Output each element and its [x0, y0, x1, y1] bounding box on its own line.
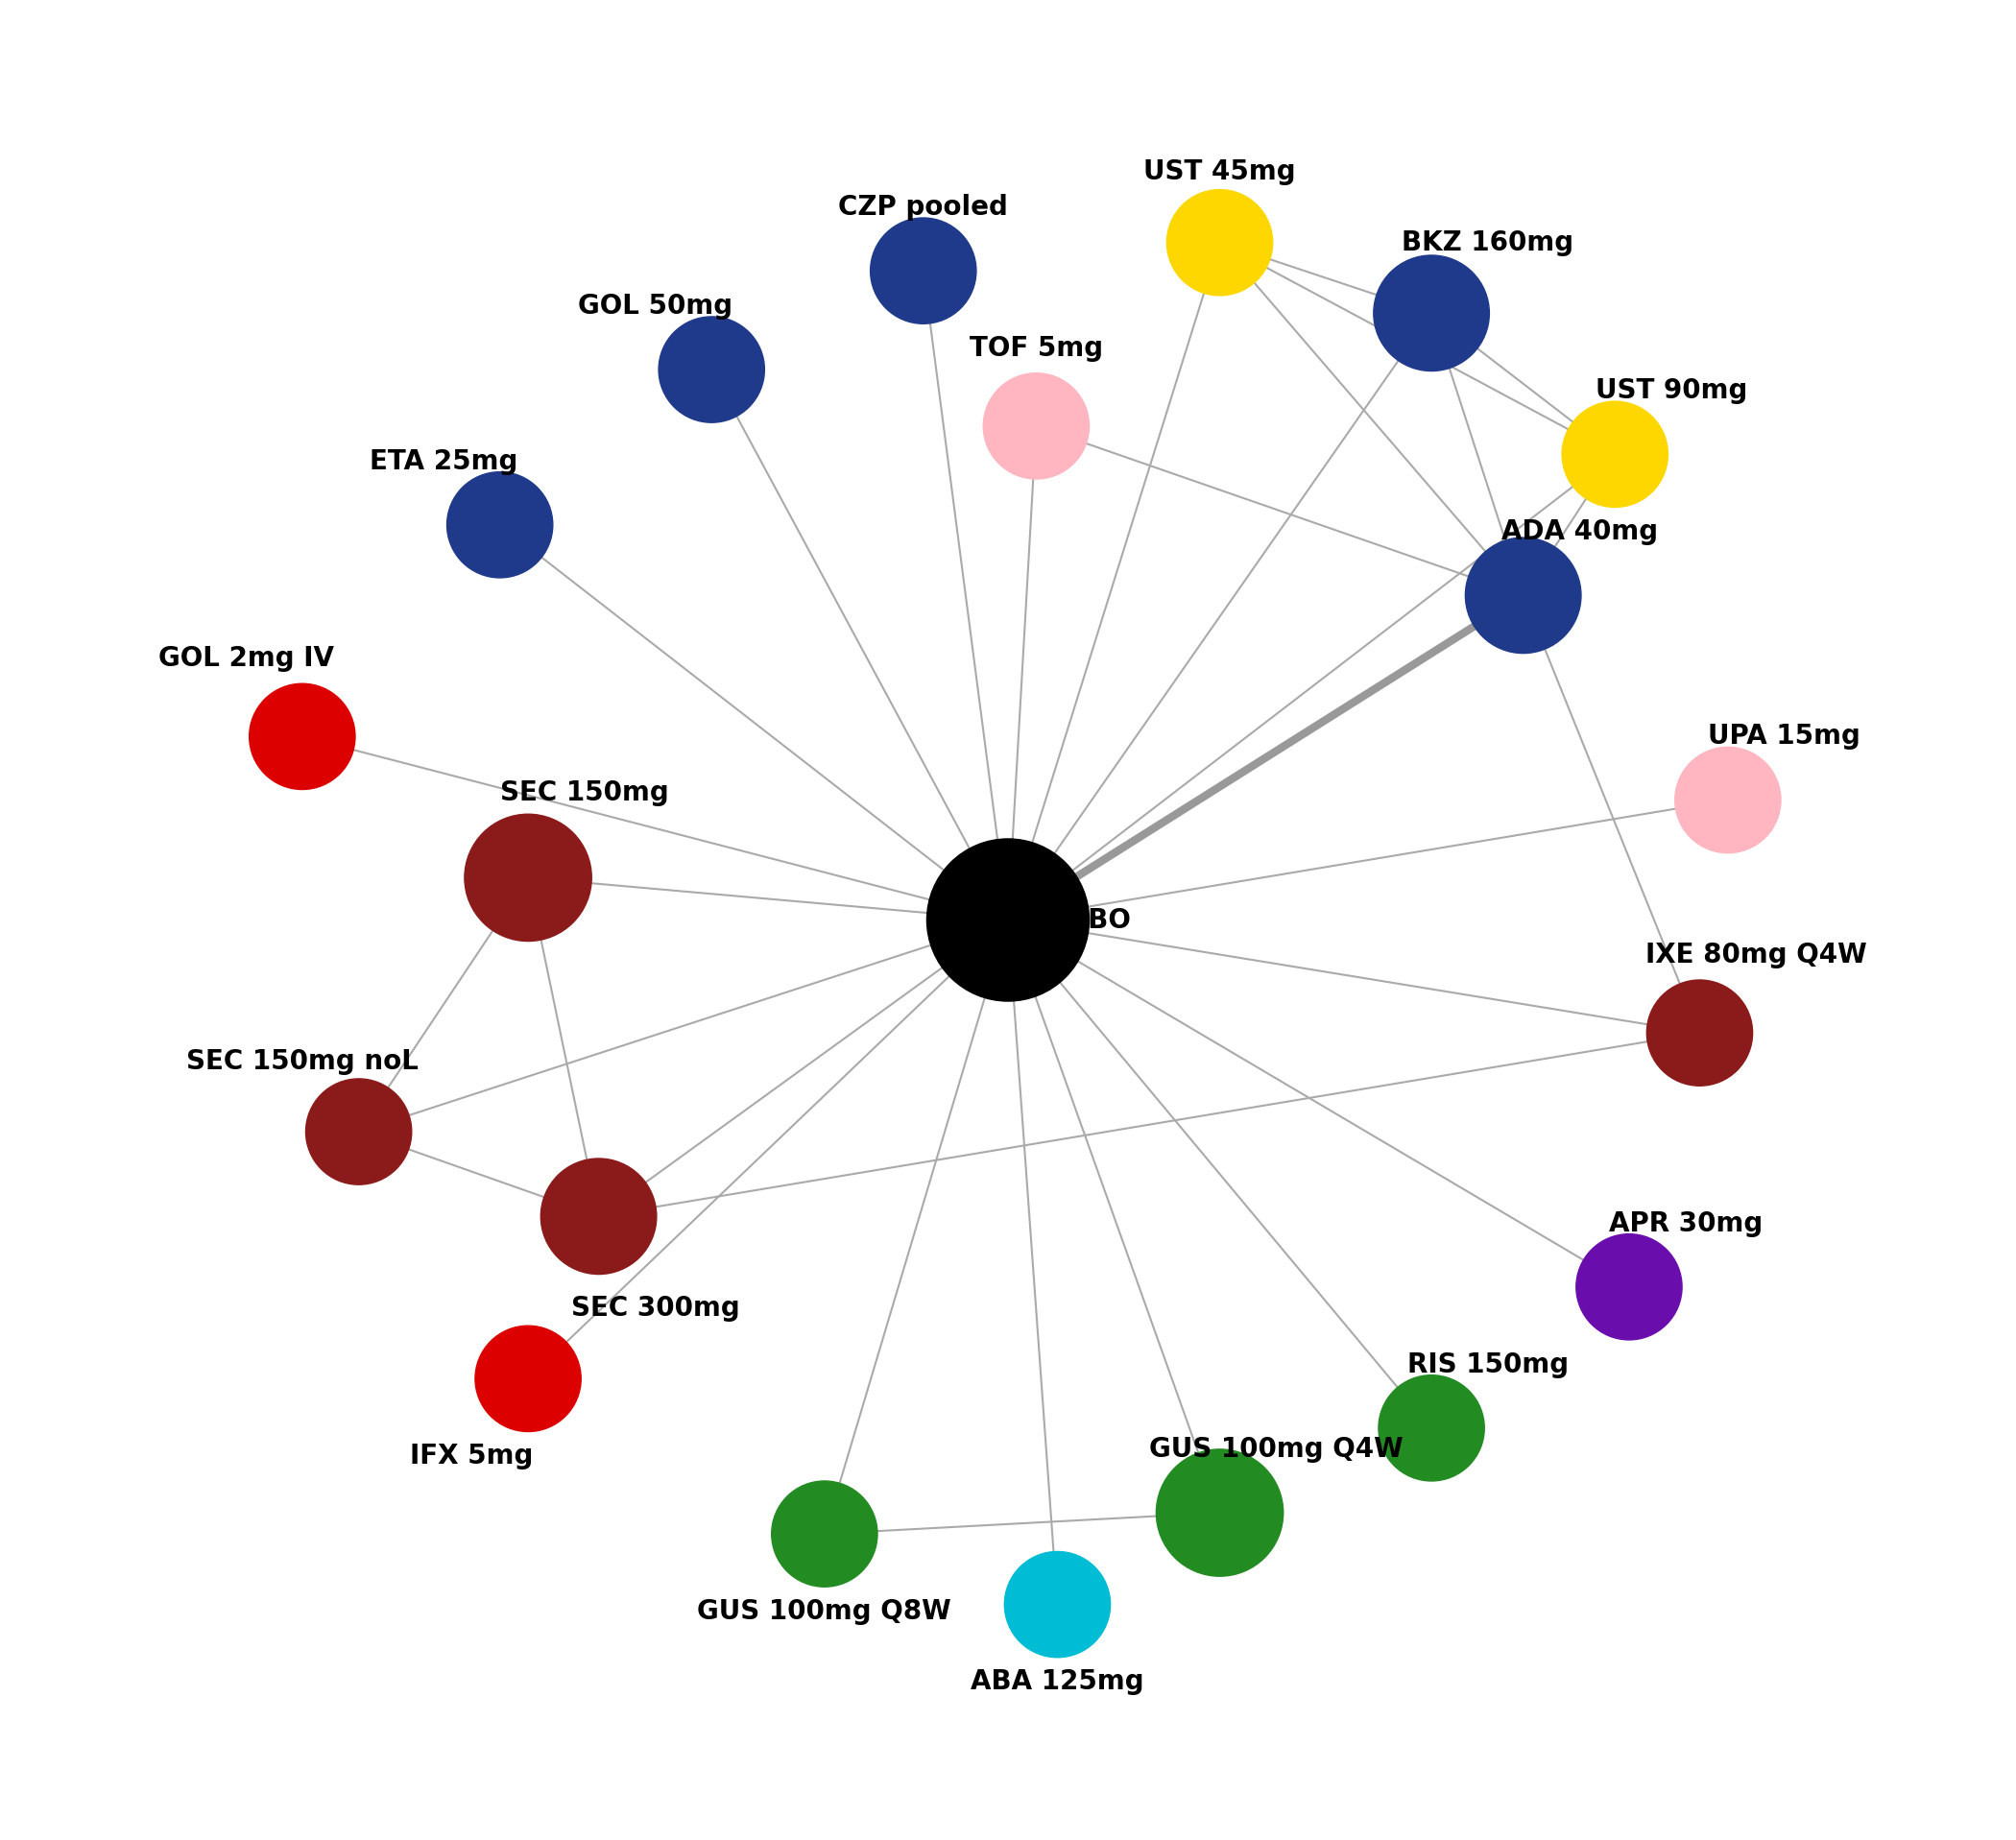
- Circle shape: [1004, 1551, 1111, 1658]
- Circle shape: [659, 316, 764, 423]
- Circle shape: [250, 684, 355, 789]
- Text: UST 90mg: UST 90mg: [1595, 377, 1748, 405]
- Text: SEC 150mg noL: SEC 150mg noL: [185, 1047, 419, 1075]
- Circle shape: [306, 1078, 411, 1185]
- Text: ETA 25mg: ETA 25mg: [369, 447, 518, 475]
- Text: SEC 300mg: SEC 300mg: [571, 1295, 740, 1321]
- Text: TOF 5mg: TOF 5mg: [970, 335, 1103, 362]
- Text: ABA 125mg: ABA 125mg: [970, 1669, 1145, 1695]
- Circle shape: [1379, 1374, 1484, 1481]
- Text: APR 30mg: APR 30mg: [1609, 1211, 1762, 1236]
- Text: SEC 150mg: SEC 150mg: [500, 780, 669, 806]
- Text: ADA 40mg: ADA 40mg: [1502, 519, 1657, 545]
- Text: UST 45mg: UST 45mg: [1143, 158, 1296, 186]
- Text: GUS 100mg Q4W: GUS 100mg Q4W: [1149, 1435, 1403, 1463]
- Text: IXE 80mg Q4W: IXE 80mg Q4W: [1645, 942, 1867, 968]
- Circle shape: [1647, 981, 1752, 1086]
- Circle shape: [1466, 537, 1581, 653]
- Text: UPA 15mg: UPA 15mg: [1708, 723, 1861, 751]
- Text: PBO: PBO: [1068, 907, 1131, 933]
- Circle shape: [464, 813, 591, 942]
- Text: IFX 5mg: IFX 5mg: [409, 1443, 534, 1470]
- Circle shape: [1167, 190, 1272, 296]
- Text: GUS 100mg Q8W: GUS 100mg Q8W: [698, 1599, 952, 1625]
- Text: GOL 50mg: GOL 50mg: [579, 293, 732, 320]
- Text: CZP pooled: CZP pooled: [839, 193, 1008, 221]
- Circle shape: [927, 839, 1089, 1001]
- Circle shape: [540, 1159, 657, 1275]
- Circle shape: [1157, 1450, 1284, 1577]
- Circle shape: [772, 1481, 877, 1586]
- Circle shape: [1675, 747, 1780, 854]
- Circle shape: [448, 471, 552, 578]
- Text: GOL 2mg IV: GOL 2mg IV: [157, 646, 333, 672]
- Text: BKZ 160mg: BKZ 160mg: [1401, 230, 1574, 256]
- Circle shape: [1373, 256, 1490, 372]
- Text: RIS 150mg: RIS 150mg: [1407, 1351, 1568, 1378]
- Circle shape: [984, 374, 1089, 478]
- Circle shape: [1577, 1235, 1681, 1340]
- Circle shape: [871, 217, 976, 324]
- Circle shape: [1562, 401, 1667, 508]
- Circle shape: [476, 1327, 581, 1432]
